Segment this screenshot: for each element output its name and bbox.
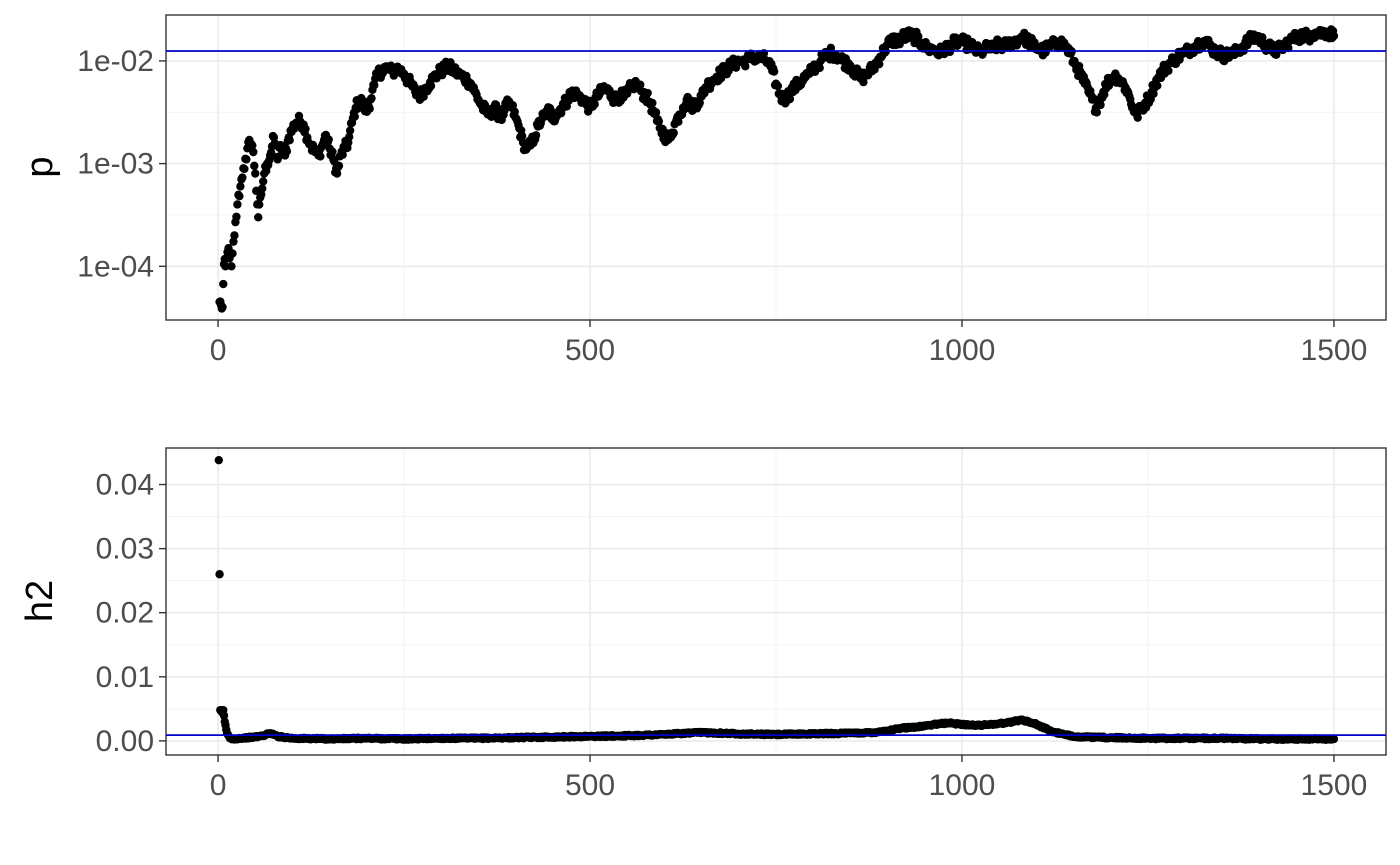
p-point (426, 81, 436, 91)
h2-x-tick-label: 500 (565, 769, 615, 802)
p-point (232, 212, 241, 221)
p-point (914, 32, 923, 41)
p-y-tick-label: 1e-04 (77, 250, 154, 283)
p-point (316, 152, 325, 161)
p-point (1329, 31, 1339, 41)
h2-y-tick-label: 0.00 (96, 725, 154, 758)
p-point (1096, 100, 1105, 110)
p-point (229, 237, 238, 246)
p-point (344, 132, 354, 142)
p-point (251, 169, 260, 178)
p-point (282, 147, 292, 156)
p-points (215, 25, 1339, 313)
p-y-axis-title: p (19, 156, 61, 177)
p-point (228, 249, 237, 258)
h2-point (215, 570, 224, 579)
p-point (491, 100, 501, 110)
p-point (301, 124, 310, 134)
h2-x-axis: 0 500 1000 1500 (210, 755, 1368, 802)
p-point (219, 279, 228, 289)
p-point (773, 81, 783, 91)
p-x-tick-label: 500 (565, 334, 615, 367)
p-point (531, 131, 541, 140)
p-point (332, 169, 342, 178)
h2-x-tick-label: 1000 (929, 769, 996, 802)
p-point (258, 184, 267, 193)
panel-p: 0 500 1000 1500 1e-04 1e-03 1e-02 p (19, 14, 1387, 367)
p-point (590, 100, 599, 109)
p-point (255, 200, 264, 209)
h2-y-tick-label: 0.04 (96, 469, 154, 502)
p-point (324, 135, 333, 144)
p-point (517, 131, 527, 141)
p-point (242, 155, 251, 164)
p-y-tick-label: 1e-02 (77, 45, 154, 78)
h2-x-tick-label: 0 (210, 769, 227, 802)
p-point (248, 141, 257, 150)
p-x-axis: 0 500 1000 1500 (210, 320, 1368, 367)
p-point (643, 88, 652, 98)
p-point (249, 147, 258, 157)
p-point (1133, 113, 1142, 122)
p-point (875, 59, 884, 69)
p-y-tick-label: 1e-03 (77, 148, 154, 181)
p-point (236, 182, 245, 191)
h2-y-axis-title: h2 (19, 580, 61, 622)
p-point (741, 62, 750, 71)
p-point (230, 231, 239, 240)
p-point (235, 192, 244, 201)
p-point (254, 213, 263, 222)
p-point (240, 164, 249, 174)
p-panel-border (165, 14, 1387, 321)
h2-y-axis: 0.00 0.01 0.02 0.03 0.04 (96, 469, 166, 758)
p-point (350, 112, 359, 121)
h2-grid (166, 448, 1386, 755)
p-point (345, 126, 355, 135)
p-point (636, 80, 645, 89)
p-point (1153, 81, 1162, 90)
panel-h2: 0 500 1000 1500 0.00 0.01 0.02 0.03 0.04 h2 (19, 447, 1387, 802)
h2-point (1329, 734, 1339, 744)
p-point (218, 302, 227, 312)
p-point (334, 161, 344, 170)
p-point (367, 94, 376, 103)
p-point (487, 112, 496, 122)
p-point (328, 147, 337, 156)
p-point (233, 200, 242, 209)
p-point (769, 67, 779, 76)
p-point (1164, 66, 1173, 75)
p-x-tick-label: 1000 (929, 334, 996, 367)
p-y-axis: 1e-04 1e-03 1e-02 (77, 45, 166, 283)
p-point (508, 101, 518, 110)
p-point (274, 152, 283, 161)
p-point (651, 108, 661, 117)
h2-y-tick-label: 0.03 (96, 533, 154, 566)
p-point (370, 81, 379, 90)
h2-panel-border (165, 447, 1387, 756)
h2-point (214, 455, 224, 465)
h2-y-tick-label: 0.01 (96, 661, 154, 694)
p-point (221, 262, 230, 271)
p-point (238, 173, 247, 182)
p-point (365, 104, 374, 113)
p-point (648, 98, 657, 108)
p-point (285, 135, 294, 145)
p-point (259, 177, 268, 186)
h2-y-tick-label: 0.02 (96, 597, 154, 630)
p-x-tick-label: 1500 (1301, 334, 1368, 367)
p-point (227, 262, 236, 271)
p-point (785, 94, 795, 104)
h2-x-tick-label: 1500 (1301, 769, 1368, 802)
p-point (695, 98, 704, 108)
p-point (859, 77, 868, 87)
p-point (669, 128, 678, 138)
p-point (1092, 108, 1102, 117)
p-point (250, 161, 259, 171)
p-point (654, 117, 664, 126)
p-point (815, 63, 824, 73)
p-x-tick-label: 0 (210, 334, 227, 367)
